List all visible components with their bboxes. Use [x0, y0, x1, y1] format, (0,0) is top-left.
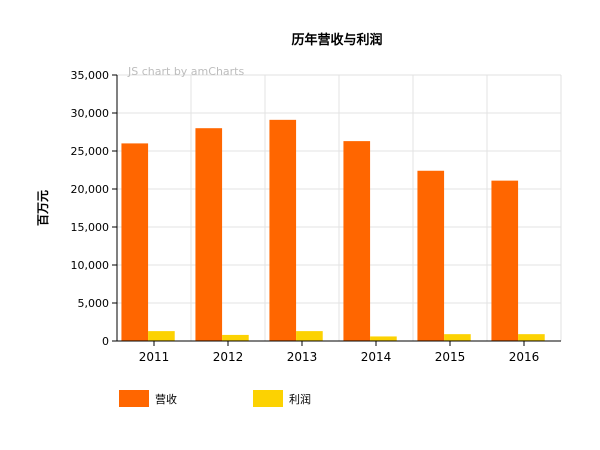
y-tick-label: 5,000 [78, 297, 110, 310]
y-tick-label: 15,000 [71, 221, 110, 234]
bars [121, 119, 545, 341]
y-tick-label: 0 [102, 335, 109, 348]
y-tick-labels: 0 5,000 10,000 15,000 20,000 25,000 30,000 35,0… [71, 69, 110, 348]
y-tick-label: 10,000 [71, 259, 110, 272]
bar-profit-2011[interactable] [148, 331, 175, 341]
legend-item-profit[interactable]: 利润 [253, 390, 311, 407]
legend-swatch [119, 390, 149, 407]
x-tick-label: 2014 [361, 350, 392, 364]
bar-profit-2016[interactable] [518, 334, 545, 341]
y-axis-label: 百万元 [36, 190, 50, 226]
watermark-link[interactable]: JS chart by amCharts [127, 65, 244, 78]
chart-title: 历年营收与利润 [291, 32, 382, 48]
legend: 营收 利润 [119, 390, 311, 407]
bar-profit-2015[interactable] [444, 334, 471, 341]
bar-revenue-2013[interactable] [269, 119, 297, 341]
y-tick-label: 20,000 [71, 183, 110, 196]
x-tick-labels: 2011 2012 2013 2014 2015 2016 [139, 350, 540, 364]
x-tick-label: 2011 [139, 350, 170, 364]
bar-profit-2013[interactable] [296, 331, 323, 341]
axes [112, 74, 561, 346]
grid-lines [117, 74, 562, 341]
bar-revenue-2016[interactable] [491, 180, 519, 341]
x-tick-label: 2013 [287, 350, 318, 364]
bar-revenue-2011[interactable] [121, 143, 149, 341]
legend-label: 利润 [289, 392, 311, 406]
bar-revenue-2012[interactable] [195, 128, 223, 341]
x-tick-label: 2016 [509, 350, 540, 364]
bar-revenue-2015[interactable] [417, 170, 445, 341]
legend-item-revenue[interactable]: 营收 [119, 390, 177, 407]
legend-swatch [253, 390, 283, 407]
bar-profit-2014[interactable] [370, 336, 397, 341]
y-tick-label: 25,000 [71, 145, 110, 158]
bar-revenue-2014[interactable] [343, 141, 371, 341]
x-tick-label: 2012 [213, 350, 244, 364]
y-tick-label: 35,000 [71, 69, 110, 82]
y-tick-label: 30,000 [71, 107, 110, 120]
bar-profit-2012[interactable] [222, 334, 249, 341]
legend-label: 营收 [155, 392, 177, 406]
x-tick-label: 2015 [435, 350, 466, 364]
